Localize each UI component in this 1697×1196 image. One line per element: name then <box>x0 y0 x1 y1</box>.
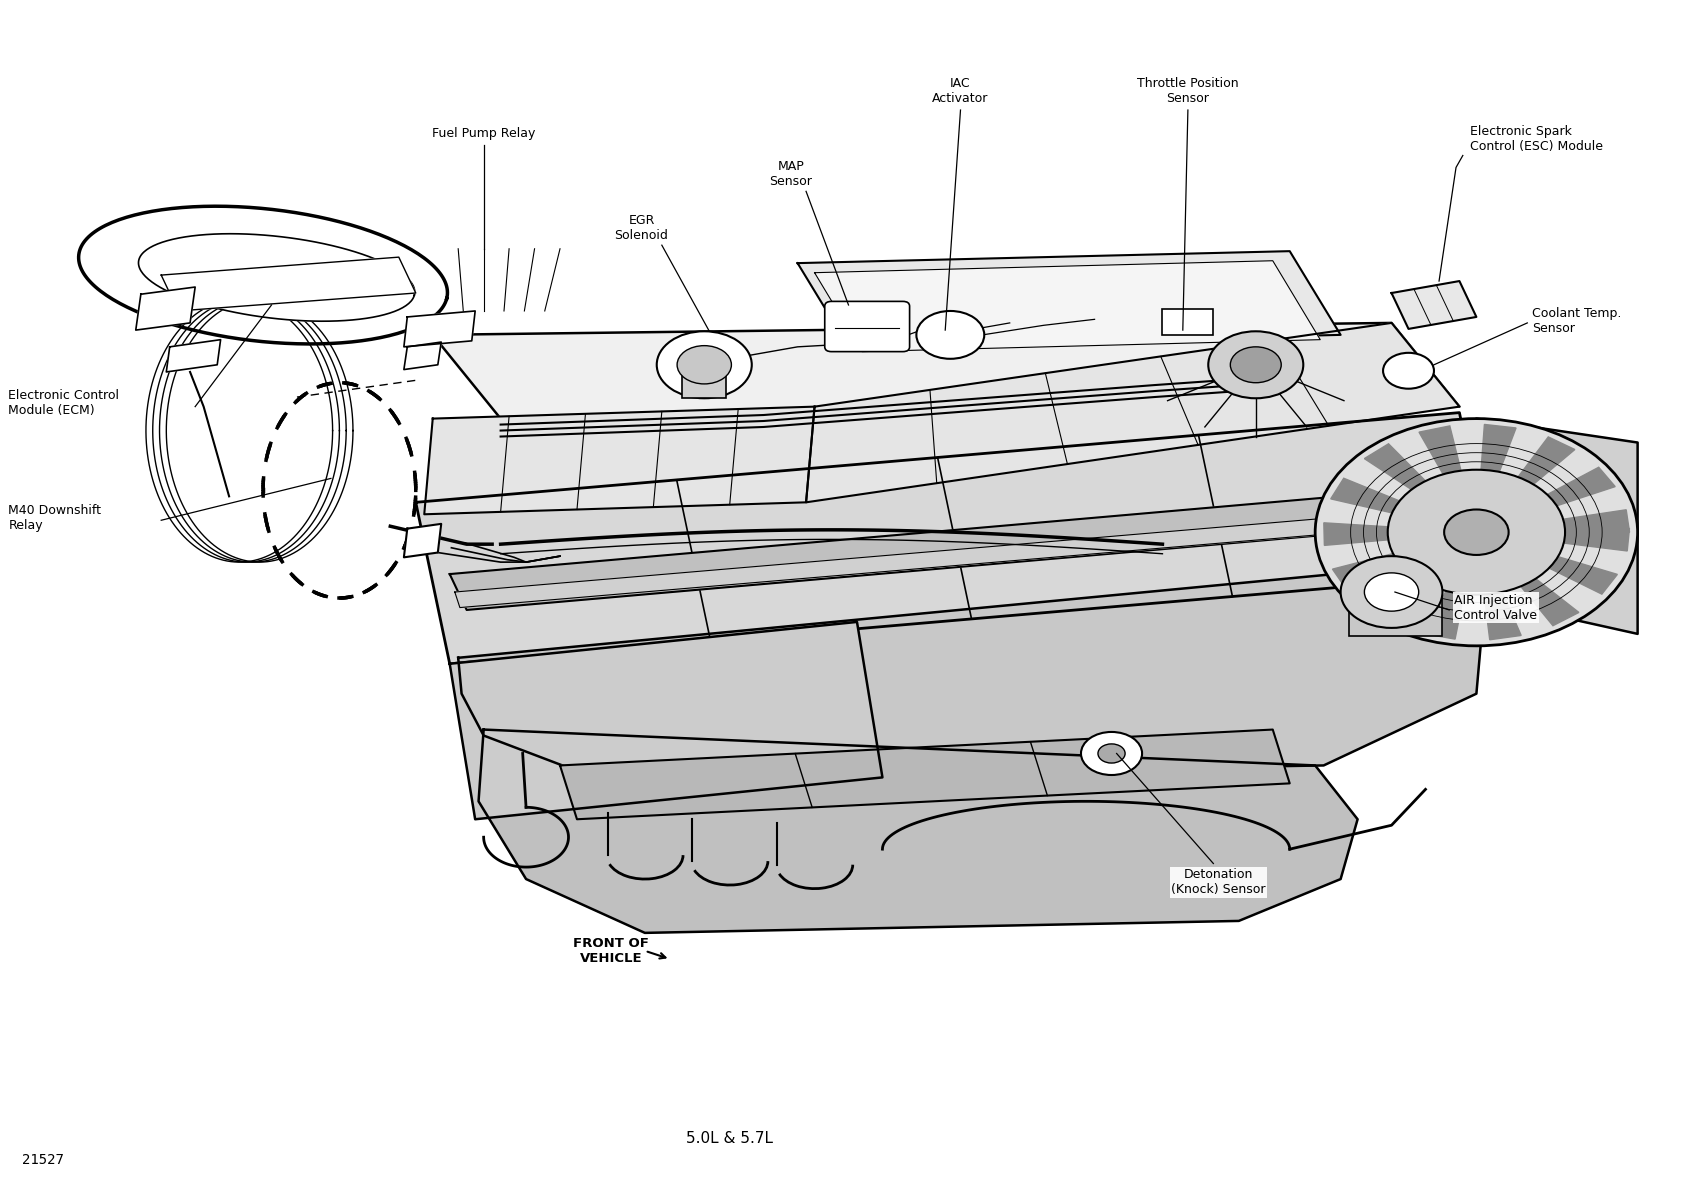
Circle shape <box>1098 744 1125 763</box>
Bar <box>1162 309 1213 335</box>
Text: 5.0L & 5.7L: 5.0L & 5.7L <box>686 1131 774 1146</box>
Circle shape <box>1208 331 1303 398</box>
Polygon shape <box>1330 478 1400 513</box>
Polygon shape <box>455 505 1490 608</box>
Polygon shape <box>1332 554 1402 590</box>
Polygon shape <box>161 257 416 311</box>
Polygon shape <box>404 311 475 347</box>
Circle shape <box>1230 347 1281 383</box>
FancyBboxPatch shape <box>825 301 910 352</box>
Polygon shape <box>1392 419 1638 634</box>
Polygon shape <box>806 323 1459 502</box>
Text: MAP
Sensor: MAP Sensor <box>769 160 813 188</box>
Bar <box>1349 588 1442 636</box>
Text: Fuel Pump Relay: Fuel Pump Relay <box>433 127 535 140</box>
Polygon shape <box>139 233 414 322</box>
Polygon shape <box>1481 425 1515 472</box>
Polygon shape <box>458 562 1485 777</box>
Text: FRONT OF
VEHICLE: FRONT OF VEHICLE <box>574 936 648 965</box>
Text: M40 Downshift
Relay: M40 Downshift Relay <box>8 504 102 532</box>
Polygon shape <box>815 261 1320 352</box>
Circle shape <box>1081 732 1142 775</box>
Bar <box>682 365 726 398</box>
Polygon shape <box>450 484 1493 610</box>
Polygon shape <box>78 206 448 344</box>
Text: Throttle Position
Sensor: Throttle Position Sensor <box>1137 78 1239 105</box>
Circle shape <box>1383 353 1434 389</box>
Polygon shape <box>798 251 1341 347</box>
Circle shape <box>657 331 752 398</box>
Text: Electronic Control
Module (ECM): Electronic Control Module (ECM) <box>8 389 119 417</box>
Text: 21527: 21527 <box>22 1153 64 1167</box>
Text: IAC
Activator: IAC Activator <box>932 78 989 105</box>
Polygon shape <box>424 407 815 514</box>
Polygon shape <box>416 413 1493 664</box>
Polygon shape <box>1368 576 1429 623</box>
Text: Coolant Temp.
Sensor: Coolant Temp. Sensor <box>1532 306 1622 335</box>
Polygon shape <box>1324 523 1388 545</box>
Polygon shape <box>166 340 221 372</box>
Polygon shape <box>1548 468 1616 506</box>
Circle shape <box>1341 556 1442 628</box>
Polygon shape <box>1563 529 1629 551</box>
Polygon shape <box>1424 591 1465 639</box>
Polygon shape <box>1419 426 1461 475</box>
Polygon shape <box>1519 437 1575 484</box>
Polygon shape <box>1521 579 1578 626</box>
Polygon shape <box>1549 556 1617 594</box>
Circle shape <box>1388 470 1565 594</box>
Polygon shape <box>1563 509 1629 532</box>
Polygon shape <box>404 524 441 557</box>
Text: AIR Injection
Control Valve: AIR Injection Control Valve <box>1454 593 1537 622</box>
Polygon shape <box>450 622 882 819</box>
Polygon shape <box>1392 281 1476 329</box>
Circle shape <box>1315 419 1638 646</box>
Text: Detonation
(Knock) Sensor: Detonation (Knock) Sensor <box>1171 868 1266 896</box>
Circle shape <box>916 311 984 359</box>
Polygon shape <box>479 730 1358 933</box>
Circle shape <box>1364 573 1419 611</box>
Polygon shape <box>1485 592 1521 640</box>
Polygon shape <box>433 323 1459 419</box>
Polygon shape <box>136 287 195 330</box>
Polygon shape <box>1364 444 1425 489</box>
Circle shape <box>677 346 731 384</box>
Polygon shape <box>404 342 441 370</box>
Text: Electronic Spark
Control (ESC) Module: Electronic Spark Control (ESC) Module <box>1470 126 1602 153</box>
Circle shape <box>1444 509 1509 555</box>
Polygon shape <box>560 730 1290 819</box>
Text: EGR
Solenoid: EGR Solenoid <box>614 214 669 242</box>
